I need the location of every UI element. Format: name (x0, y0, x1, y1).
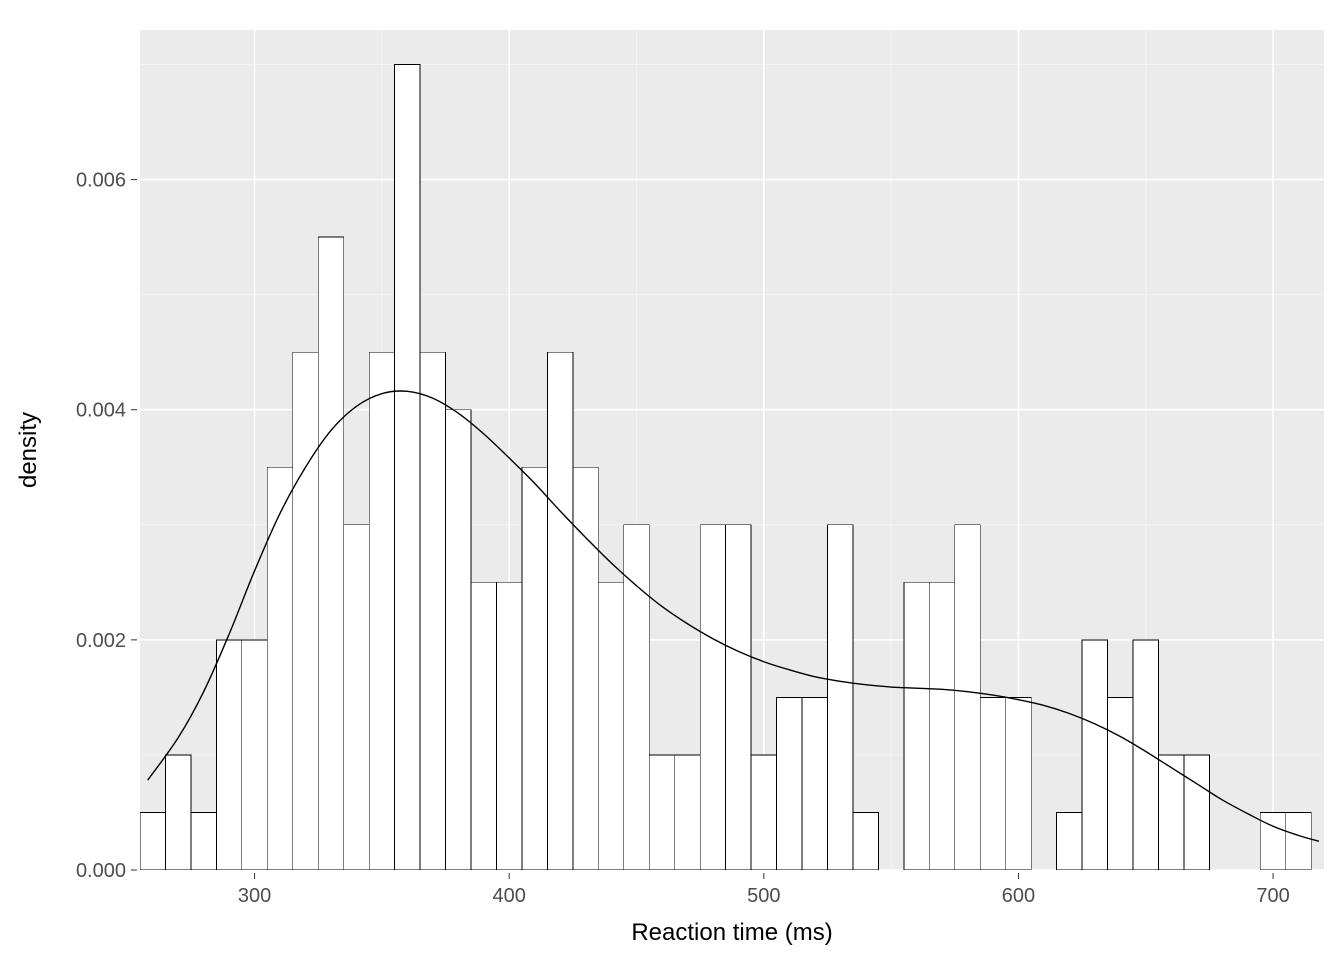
x-tick-label: 500 (747, 885, 780, 907)
x-tick-label: 400 (493, 885, 526, 907)
x-tick-label: 300 (238, 885, 271, 907)
x-tick-label: 700 (1256, 885, 1289, 907)
y-tick-label: 0.006 (76, 170, 126, 192)
x-tick-label: 600 (1002, 885, 1035, 907)
histogram-density-chart: 300 400 500 600 700 0.000 0.002 0.004 0.006 React… (0, 0, 1344, 960)
x-axis-title: Reaction time (ms) (631, 919, 832, 946)
y-tick-label: 0.000 (76, 860, 126, 882)
chart-svg: 300 400 500 600 700 0.000 0.002 0.004 0.006 React… (0, 0, 1344, 960)
y-axis-title: density (15, 412, 42, 488)
y-tick-label: 0.002 (76, 630, 126, 652)
y-tick-label: 0.004 (76, 400, 126, 422)
